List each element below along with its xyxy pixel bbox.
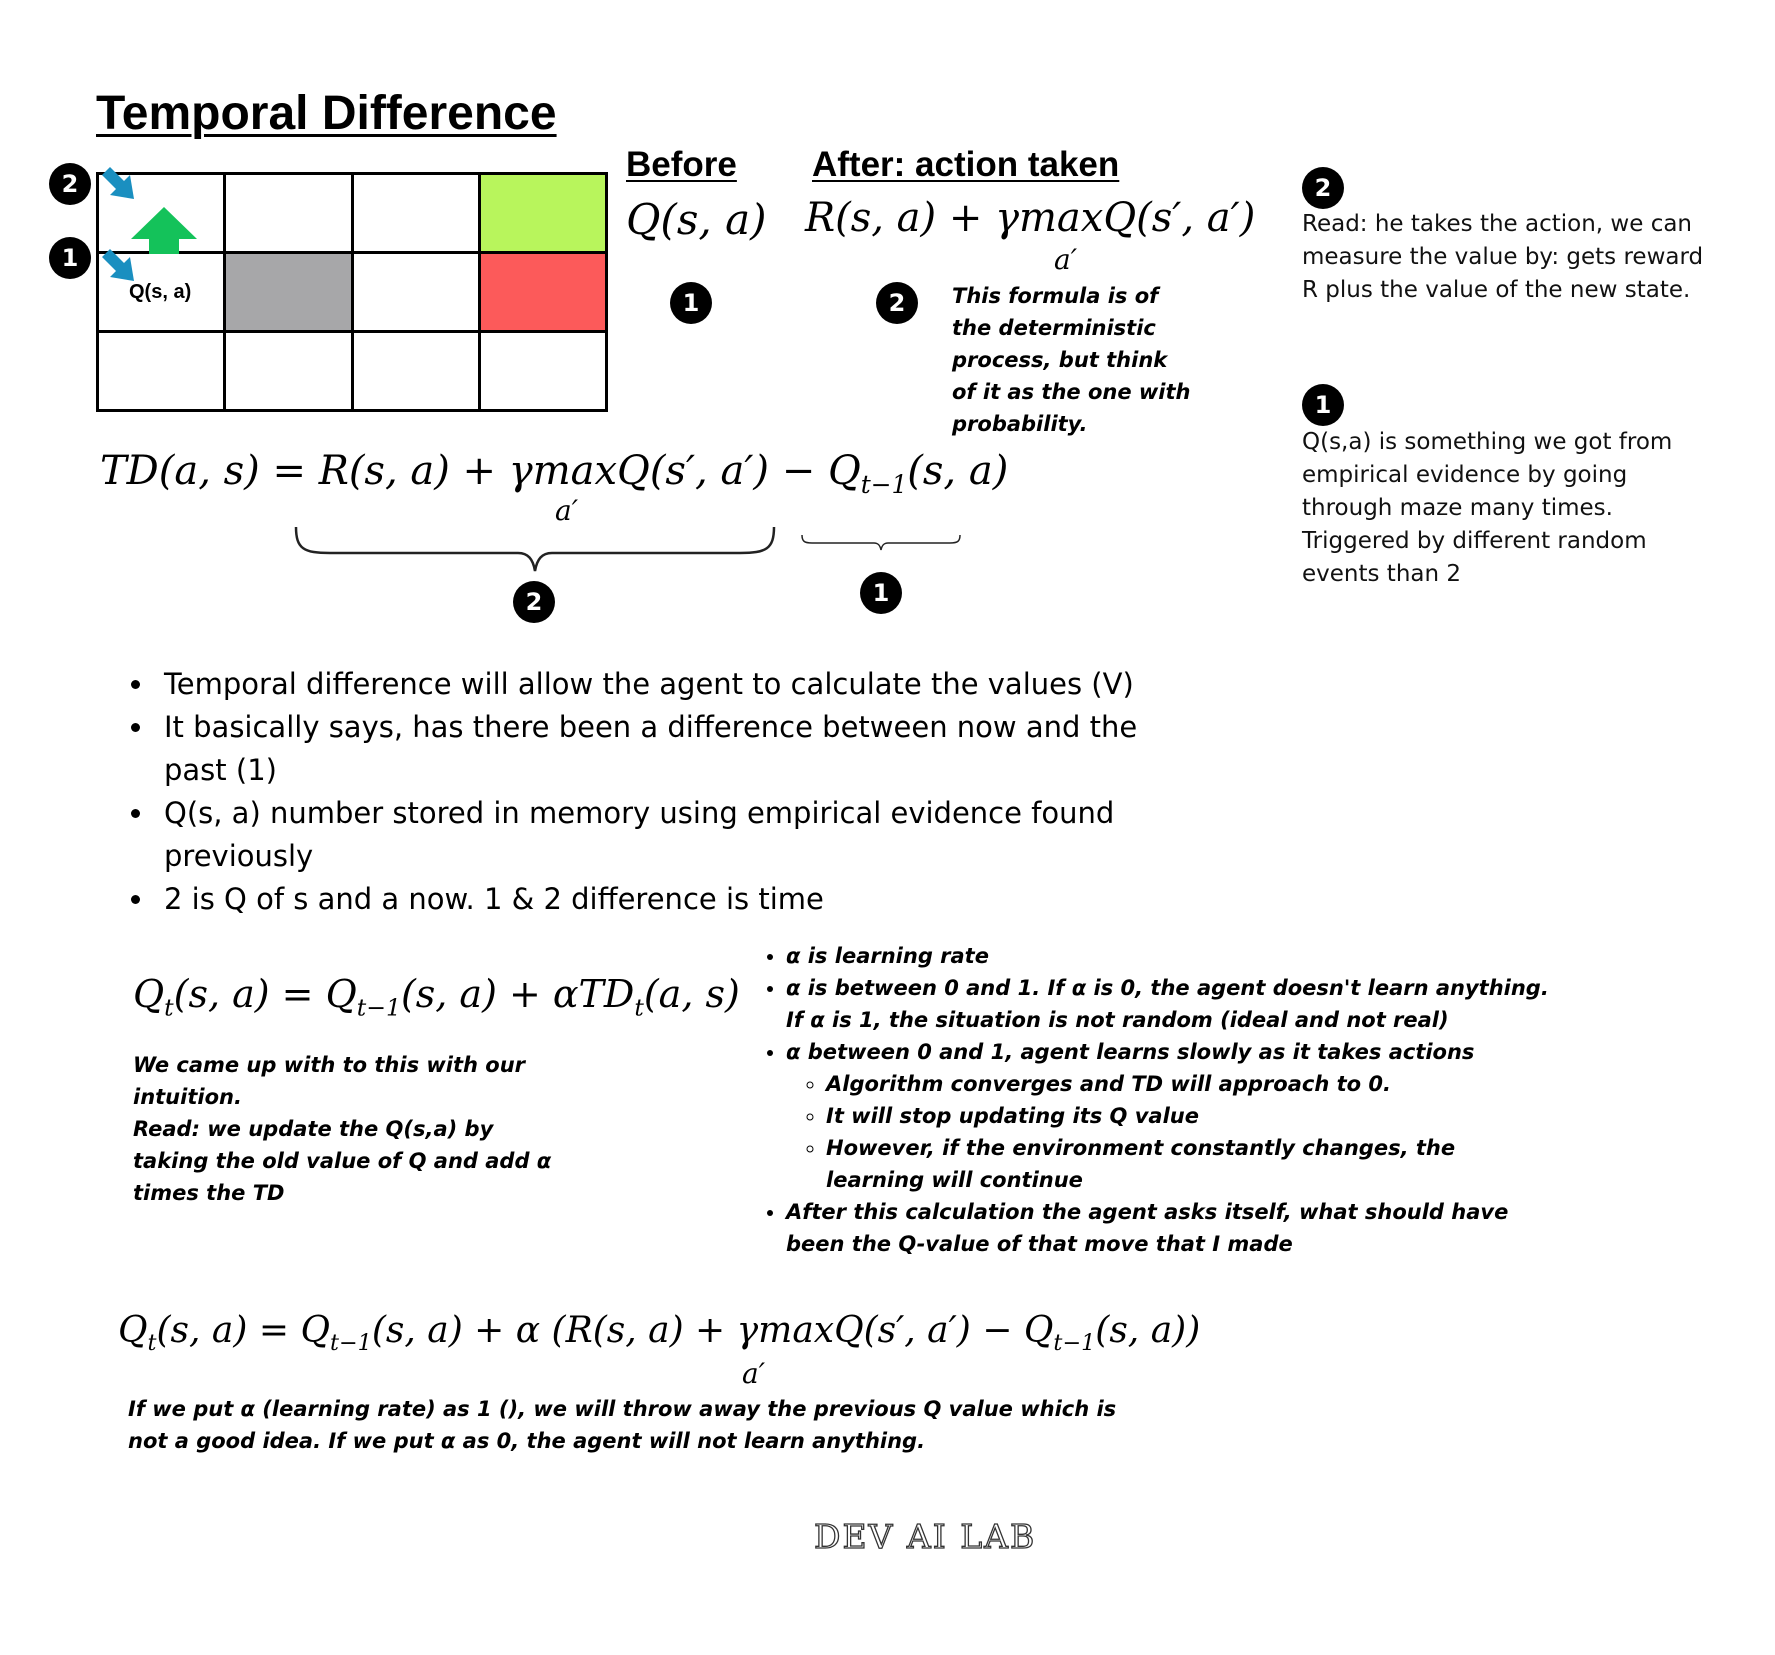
badge-1: 1 [860, 572, 902, 614]
grid-cell [480, 333, 605, 409]
sub-list-item: Algorithm converges and TD will approach… [826, 1068, 1558, 1100]
list-item: α is between 0 and 1. If α is 0, the age… [786, 972, 1558, 1036]
grid-cell [99, 333, 224, 409]
pointer-arrow-icon [102, 249, 134, 281]
list-item: α is learning rate [786, 940, 1558, 972]
update-formula: Qt(s, a) = Qt−1(s, a) + αTDt(a, s) [133, 972, 740, 1022]
grid-cell [226, 333, 351, 409]
list-item: It basically says, has there been a diff… [156, 706, 1176, 792]
grid-cell [353, 175, 478, 251]
sub-list-item: It will stop updating its Q value [826, 1100, 1558, 1132]
up-arrow-icon [131, 207, 197, 273]
full-formula-note: If we put α (learning rate) as 1 (), we … [128, 1397, 1117, 1453]
badge-1: 1 [1302, 384, 1344, 426]
badge-1: 1 [670, 282, 712, 324]
after-note: This formula is of the deterministic pro… [952, 284, 1191, 436]
before-heading: Before [626, 145, 737, 184]
badge-2: 2 [1302, 167, 1344, 209]
badge-2: 2 [513, 581, 555, 623]
list-item: 2 is Q of s and a now. 1 & 2 difference … [156, 878, 1176, 921]
grid-cell [353, 254, 478, 330]
full-update-formula: Qt(s, a) = Qt−1(s, a) + α (R(s, a) + γma… [118, 1310, 1201, 1357]
before-formula: Q(s, a) [626, 195, 767, 244]
brace-icon [801, 534, 961, 551]
after-formula: R(s, a) + γmaxQ(s′, a′) [805, 195, 1256, 241]
side-note-2: Read: he takes the action, we can measur… [1302, 211, 1704, 303]
grid-cell [226, 175, 351, 251]
full-formula-subscript: a′ [742, 1357, 766, 1390]
list-item: After this calculation the agent asks it… [786, 1196, 1558, 1260]
footer-logo: DEV AI LAB [813, 1516, 1037, 1556]
td-formula-subscript: a′ [555, 494, 579, 527]
side-note-1: Q(s,a) is something we got from empirica… [1302, 429, 1673, 587]
list-item: Temporal difference will allow the agent… [156, 663, 1176, 706]
after-heading: After: action taken [812, 145, 1120, 184]
cell-label: Q(s, a) [129, 281, 192, 303]
after-formula-subscript: a′ [1054, 243, 1078, 276]
grid-world: Q(s, a) [96, 172, 608, 412]
page-title: Temporal Difference [96, 87, 557, 140]
alpha-notes: α is learning rate α is between 0 and 1.… [758, 940, 1558, 1260]
goal-cell [480, 175, 605, 251]
badge-2: 2 [876, 282, 918, 324]
list-item: α between 0 and 1, agent learns slowly a… [786, 1036, 1558, 1196]
list-item: Q(s, a) number stored in memory using em… [156, 792, 1176, 878]
danger-cell [480, 254, 605, 330]
pointer-arrow-icon [102, 167, 134, 199]
badge-1: 1 [49, 237, 91, 279]
td-formula: TD(a, s) = R(s, a) + γmaxQ(s′, a′) − Qt−… [100, 448, 1009, 499]
badge-2: 2 [49, 163, 91, 205]
brace-icon [294, 526, 776, 572]
wall-cell [226, 254, 351, 330]
sub-list-item: However, if the environment constantly c… [826, 1132, 1558, 1196]
bullet-list: Temporal difference will allow the agent… [116, 663, 1176, 921]
update-note: We came up with to this with our intuiti… [133, 1053, 552, 1205]
grid-cell [353, 333, 478, 409]
